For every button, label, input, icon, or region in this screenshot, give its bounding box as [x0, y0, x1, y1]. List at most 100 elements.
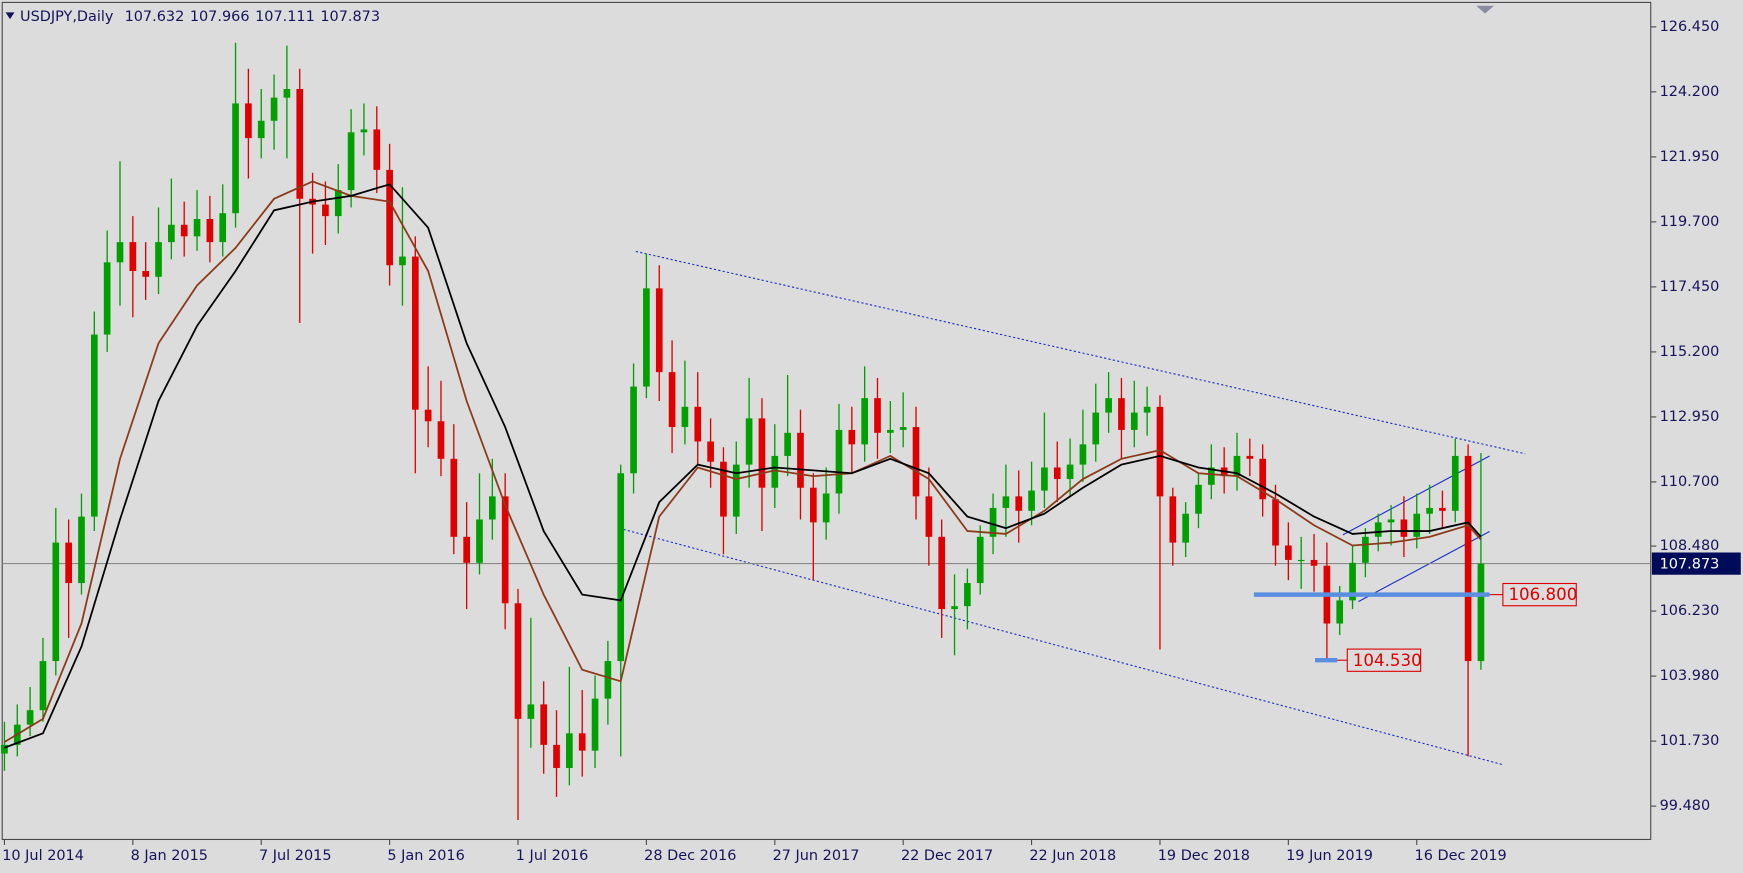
- candle-body: [643, 288, 650, 387]
- candle-body: [1207, 467, 1215, 485]
- candle-body: [1143, 406, 1151, 413]
- y-tick-label: 101.730: [1660, 733, 1720, 749]
- candle-body: [270, 97, 278, 121]
- candle-body: [1297, 559, 1305, 562]
- candle-body: [899, 427, 907, 430]
- candle-body: [1349, 562, 1356, 601]
- y-tick-label: 112.950: [1660, 409, 1720, 425]
- candle-body: [52, 542, 60, 662]
- menu-arrow[interactable]: [5, 12, 15, 20]
- candle-body: [103, 262, 111, 335]
- moving-average: [3, 180, 1482, 743]
- shift-marker: [1476, 5, 1494, 14]
- open-value: 107.632: [125, 9, 185, 25]
- x-tick-label: 27 Jun 2017: [773, 848, 860, 864]
- candle-body: [1374, 522, 1382, 537]
- candle-body: [745, 418, 753, 465]
- candle-body: [732, 464, 740, 517]
- candle-body: [1439, 507, 1446, 511]
- high-value: 107.966: [190, 9, 250, 25]
- candle-body: [450, 458, 458, 537]
- plot-frame: [1, 1, 1652, 841]
- candle-body: [1105, 398, 1112, 413]
- candle-body: [797, 432, 804, 488]
- candle-body: [1259, 458, 1267, 500]
- candle-body: [1066, 464, 1074, 480]
- candle-body: [424, 409, 432, 422]
- x-tick-label: 22 Jun 2018: [1029, 848, 1116, 864]
- candle-body: [925, 496, 933, 537]
- candle-body: [1195, 484, 1202, 514]
- candle-body: [1387, 519, 1395, 523]
- candle-body: [1169, 496, 1177, 543]
- upper-trendline: [635, 250, 1526, 455]
- candle-body: [809, 487, 817, 523]
- candle-body: [296, 88, 304, 199]
- candle-body: [411, 256, 419, 410]
- candle-body: [373, 129, 381, 170]
- candle-body: [630, 386, 637, 474]
- level-label-box: [1346, 648, 1422, 672]
- candle-body: [1092, 412, 1100, 445]
- candle-body: [116, 242, 124, 263]
- candle-body: [1079, 444, 1087, 465]
- candle-body: [1413, 513, 1421, 537]
- level-label: 104.530: [1353, 651, 1422, 670]
- candle-body: [334, 190, 342, 217]
- candle-body: [65, 542, 72, 584]
- candle-body: [245, 103, 252, 139]
- x-tick-label: 7 Jul 2015: [259, 848, 332, 864]
- candle-body: [476, 519, 483, 563]
- y-tick-label: 103.980: [1660, 668, 1720, 684]
- candle-body: [399, 256, 406, 266]
- chart-header: USDJPY,Daily 107.632 107.966 107.111 107.873: [20, 9, 380, 25]
- candle-body: [1130, 412, 1138, 430]
- candle-body: [283, 88, 291, 98]
- candle-body: [707, 441, 714, 462]
- candle-body: [1015, 496, 1023, 511]
- candle-body: [360, 129, 368, 133]
- candle-body: [655, 288, 663, 373]
- level-label: 106.800: [1508, 585, 1577, 604]
- candle-body: [1336, 600, 1344, 624]
- candle-body: [1477, 563, 1485, 662]
- candle-body: [694, 406, 702, 442]
- y-tick-label: 115.200: [1660, 344, 1720, 360]
- candle-body: [527, 704, 535, 719]
- candle-body: [1028, 490, 1035, 511]
- candle-body: [501, 496, 509, 604]
- candle-body: [193, 219, 201, 237]
- x-tick-label: 22 Dec 2017: [901, 848, 993, 864]
- candle-body: [951, 606, 958, 610]
- low-value: 107.111: [255, 9, 315, 25]
- candle-body: [1272, 499, 1279, 546]
- x-tick-label: 10 Jul 2014: [2, 848, 84, 864]
- candle-body: [142, 271, 150, 277]
- candle-body: [463, 536, 470, 563]
- candle-body: [1464, 455, 1472, 662]
- candle-body: [835, 429, 843, 494]
- candle-body: [553, 744, 560, 768]
- candle-body: [129, 242, 137, 272]
- candle-body: [347, 132, 355, 191]
- y-tick-label: 99.480: [1660, 798, 1711, 814]
- candle-body: [1426, 507, 1433, 514]
- candle-body: [861, 398, 868, 445]
- y-tick-label: 110.700: [1660, 474, 1720, 490]
- candle-body: [938, 536, 946, 610]
- candle-body: [1156, 406, 1164, 497]
- candle-body: [1400, 519, 1408, 537]
- candle-body: [1246, 455, 1254, 459]
- candle-body: [257, 120, 265, 139]
- candle-body: [1310, 559, 1318, 566]
- candle-body: [90, 334, 98, 517]
- y-tick-label: 119.700: [1660, 214, 1720, 230]
- x-tick-label: 19 Jun 2019: [1286, 848, 1373, 864]
- x-tick-label: 8 Jan 2015: [131, 848, 208, 864]
- candle-body: [604, 661, 612, 699]
- x-tick-label: 19 Dec 2018: [1158, 848, 1250, 864]
- candle-body: [1362, 536, 1369, 563]
- price-label: 107.873: [1660, 557, 1720, 573]
- candle-body: [78, 516, 85, 584]
